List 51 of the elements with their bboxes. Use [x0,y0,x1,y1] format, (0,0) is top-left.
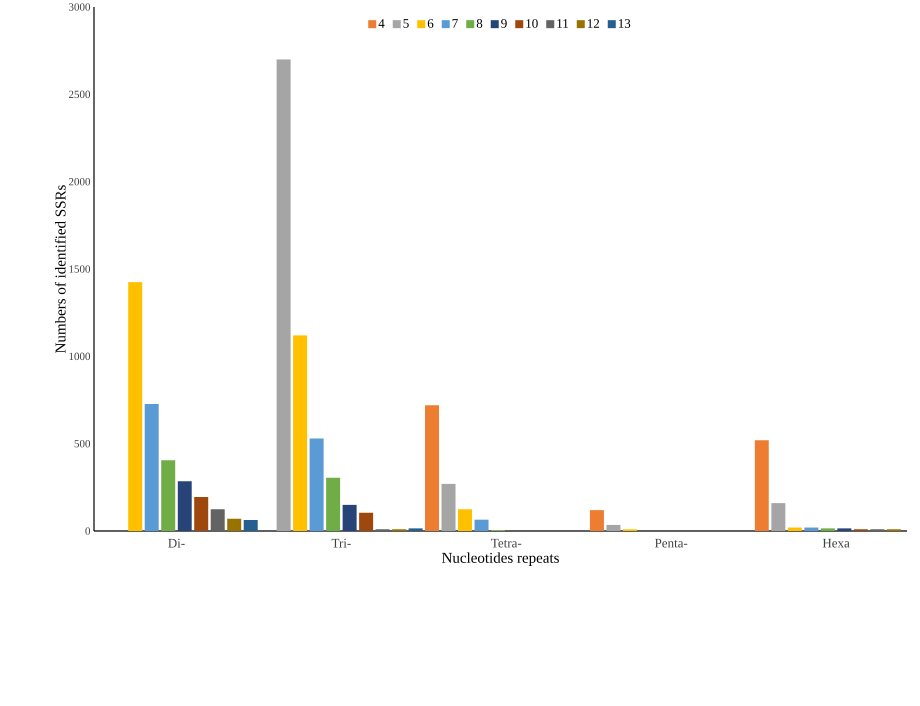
bar [771,503,786,532]
bar [474,520,489,532]
bar [276,60,291,532]
y-tick-label: 2500 [68,90,90,98]
bar [194,497,208,532]
x-tick-label: Hexa [822,538,850,548]
legend-label: 10 [526,19,538,28]
bar [161,460,176,532]
y-axis-title: Numbers of identified SSRs [54,185,66,354]
legend-label: 5 [404,19,409,28]
bar [442,484,456,532]
bar [804,528,818,532]
y-tick-label: 0 [85,527,90,535]
legend-label: 13 [618,19,630,28]
bar [128,282,142,532]
x-tick-label: Tetra- [491,538,522,548]
bar [326,478,340,532]
legend-label: 7 [452,19,458,28]
x-tick-label: Penta- [654,538,688,548]
bar [244,520,258,532]
y-tick-label: 2000 [68,178,90,186]
x-axis-title: Nucleotides repeats [442,552,559,566]
bar [310,438,324,532]
bar [293,336,308,532]
y-tick-label: 1500 [69,265,90,273]
bar [754,440,769,532]
legend-label: 8 [476,19,482,28]
bar [425,405,440,532]
legend-label: 9 [501,19,507,28]
bar [227,518,242,532]
bar [788,528,802,532]
bar [820,528,835,532]
x-tick-label: Tri- [332,538,351,548]
legend-label: 4 [378,19,385,28]
bar [606,525,620,532]
bar [359,512,374,532]
legend-label: 12 [588,19,600,28]
y-tick-label: 3000 [69,3,90,11]
legend-label: 6 [428,19,434,28]
legend-label: 11 [557,19,568,28]
bar [590,510,604,532]
bar [144,404,159,532]
bar [342,504,357,532]
bar [458,509,472,532]
bar [837,528,852,532]
y-tick-label: 1000 [69,352,90,360]
y-tick-label: 500 [74,440,90,448]
bar [210,509,225,532]
bar [408,528,423,532]
x-tick-label: Di- [168,538,185,548]
bar [178,481,192,532]
